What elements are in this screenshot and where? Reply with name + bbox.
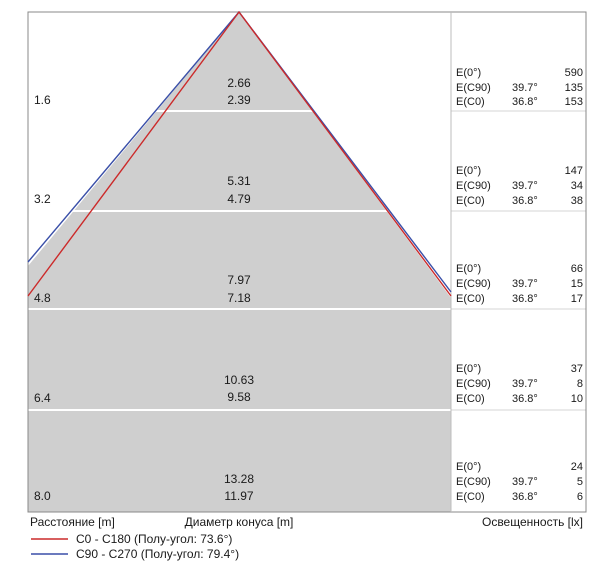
- row-4: 6.4 10.63 9.58 E(0°) 37 E(C90) 39.7° 8 E…: [34, 363, 583, 405]
- ec0-label: E(C0): [456, 393, 485, 405]
- ec90-angle: 39.7°: [512, 476, 538, 488]
- ec90-value: 5: [577, 476, 583, 488]
- ec90-label: E(C90): [456, 476, 491, 488]
- diameter-column-label: Диаметр конуса [m]: [185, 515, 294, 529]
- ec90-label: E(C90): [456, 378, 491, 390]
- ec0-value: 153: [565, 96, 583, 108]
- ec0-angle: 36.8°: [512, 96, 538, 108]
- diameter-c0: 13.28: [224, 472, 254, 486]
- e0-label: E(0°): [456, 263, 481, 275]
- ec90-angle: 39.7°: [512, 278, 538, 290]
- diameter-c0: 7.97: [227, 273, 251, 287]
- ec0-angle: 36.8°: [512, 491, 538, 503]
- ec0-angle: 36.8°: [512, 393, 538, 405]
- ec90-angle: 39.7°: [512, 378, 538, 390]
- ec0-angle: 36.8°: [512, 293, 538, 305]
- legend-label-c90-c270: C90 - C270 (Полу-угол: 79.4°): [76, 547, 239, 561]
- ec0-label: E(C0): [456, 96, 485, 108]
- ec0-angle: 36.8°: [512, 195, 538, 207]
- legend: C0 - C180 (Полу-угол: 73.6°) C90 - C270 …: [31, 532, 239, 561]
- diameter-c90: 4.79: [227, 192, 251, 206]
- ec0-label: E(C0): [456, 491, 485, 503]
- row-1: 1.6 2.66 2.39 E(0°) 590 E(C90) 39.7° 135…: [34, 67, 583, 108]
- illuminance-column-label: Освещенность [lx]: [482, 515, 583, 529]
- diameter-c0: 10.63: [224, 373, 254, 387]
- e0-value: 37: [571, 363, 583, 375]
- distance-column-label: Расстояние [m]: [30, 515, 115, 529]
- diameter-c0: 2.66: [227, 76, 251, 90]
- distance-label: 8.0: [34, 489, 51, 503]
- row-5: 8.0 13.28 11.97 E(0°) 24 E(C90) 39.7° 5 …: [34, 461, 583, 503]
- cone-edge-c0-c180: [27, 10, 452, 297]
- distance-label: 4.8: [34, 291, 51, 305]
- ec90-angle: 39.7°: [512, 82, 538, 94]
- diameter-c90: 9.58: [227, 390, 251, 404]
- ec90-value: 15: [571, 278, 583, 290]
- e0-value: 590: [565, 67, 583, 79]
- legend-label-c0-c180: C0 - C180 (Полу-угол: 73.6°): [76, 532, 232, 546]
- e0-label: E(0°): [456, 363, 481, 375]
- ec0-value: 38: [571, 195, 583, 207]
- ec0-label: E(C0): [456, 293, 485, 305]
- distance-label: 1.6: [34, 93, 51, 107]
- e0-label: E(0°): [456, 165, 481, 177]
- ec90-value: 8: [577, 378, 583, 390]
- ec0-label: E(C0): [456, 195, 485, 207]
- e0-value: 147: [565, 165, 583, 177]
- e0-label: E(0°): [456, 461, 481, 473]
- e0-value: 24: [571, 461, 583, 473]
- ec0-value: 10: [571, 393, 583, 405]
- row-dividers: [28, 110, 451, 411]
- ec90-angle: 39.7°: [512, 180, 538, 192]
- ec90-label: E(C90): [456, 82, 491, 94]
- ec0-value: 6: [577, 491, 583, 503]
- diameter-c90: 11.97: [224, 489, 253, 503]
- ec0-value: 17: [571, 293, 583, 305]
- ec90-label: E(C90): [456, 278, 491, 290]
- e0-value: 66: [571, 263, 583, 275]
- diameter-c90: 2.39: [227, 93, 251, 107]
- distance-label: 6.4: [34, 391, 51, 405]
- ec90-value: 34: [571, 180, 583, 192]
- diameter-c90: 7.18: [227, 291, 251, 305]
- panel-dividers: [451, 110, 586, 411]
- distance-label: 3.2: [34, 192, 51, 206]
- e0-label: E(0°): [456, 67, 481, 79]
- row-3: 4.8 7.97 7.18 E(0°) 66 E(C90) 39.7° 15 E…: [34, 263, 583, 305]
- row-2: 3.2 5.31 4.79 E(0°) 147 E(C90) 39.7° 34 …: [34, 165, 583, 207]
- diameter-c0: 5.31: [227, 174, 251, 188]
- ec90-value: 135: [565, 82, 583, 94]
- ec90-label: E(C90): [456, 180, 491, 192]
- cone-fill: [28, 12, 451, 512]
